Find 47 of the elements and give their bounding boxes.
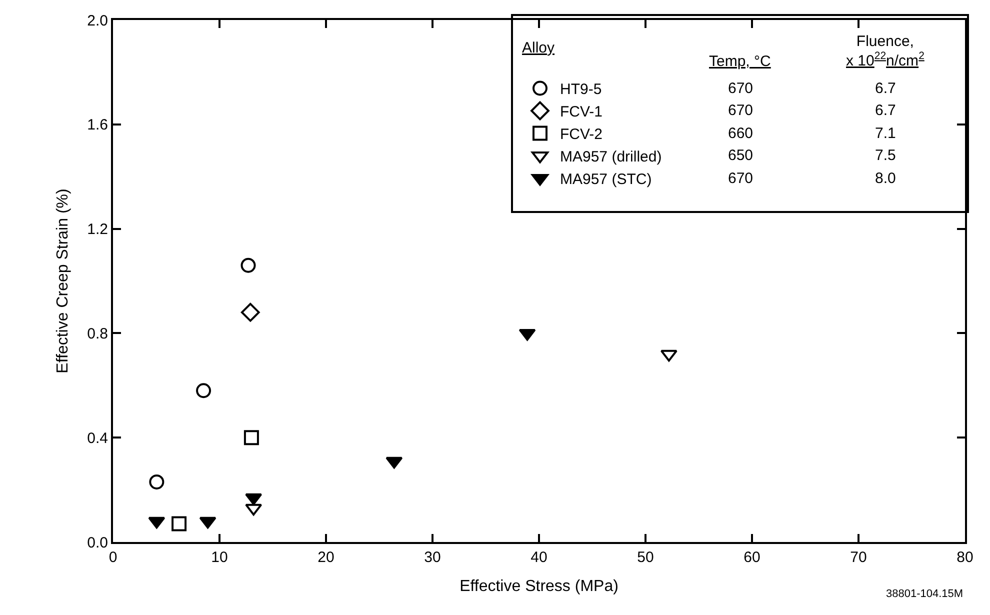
x-tick-label: 0 [108,549,118,566]
legend-title: Alloy [522,40,556,56]
x-tick-label: 80 [956,549,974,566]
point [245,493,262,506]
legend-label: MA957 (drilled) [560,148,662,166]
point [199,516,216,529]
annotation: 670 [728,80,754,97]
annotation: 6.7 [875,102,896,119]
point [148,516,166,529]
point [245,504,262,516]
legend-label: MA957 (STC) [560,171,652,188]
y-tick-label: 1.6 [87,116,108,134]
annotation: 670 [728,102,754,119]
annotation: 6.7 [875,80,896,97]
text: 38801-104.15M [886,588,964,600]
x-tick-label: 50 [637,549,654,566]
y-tick-label: 0.8 [87,325,108,342]
point [240,302,260,322]
y-tick-label: 0.0 [87,534,108,552]
point [660,350,678,362]
x-tick-label: 60 [744,549,760,566]
annotation: 650 [728,147,754,164]
annotation: 660 [728,125,754,142]
y-tick-label: 1.2 [87,221,108,238]
point [196,383,212,398]
x-tick-label: 10 [211,549,228,566]
legend-label: FCV-2 [560,126,603,144]
annotation: 670 [728,170,754,187]
point [244,430,259,446]
point [240,258,256,273]
legend-label: FCV-1 [560,104,603,121]
annotation: 7.5 [875,147,896,164]
x-tick-label: 40 [530,549,548,566]
y-tick-label: 2.0 [87,12,108,30]
y-axis-title: Effective Creep Strain (%) [54,188,72,374]
legend-label: HT9-5 [560,81,602,98]
y-tick-label: 0.4 [87,430,108,447]
annotation: Fluence, x 10$^{22}$n/cm$^{2}$ [846,33,925,70]
x-tick-label: 20 [318,549,334,566]
x-tick-label: 30 [424,549,441,566]
annotation: 7.1 [875,125,896,142]
x-tick-label: 70 [850,549,867,566]
point [386,456,403,469]
x-axis-title: Effective Stress (MPa) [460,578,618,596]
annotation: 8.0 [875,170,896,187]
annotation: Temp, °C [709,53,772,70]
point [518,328,536,341]
